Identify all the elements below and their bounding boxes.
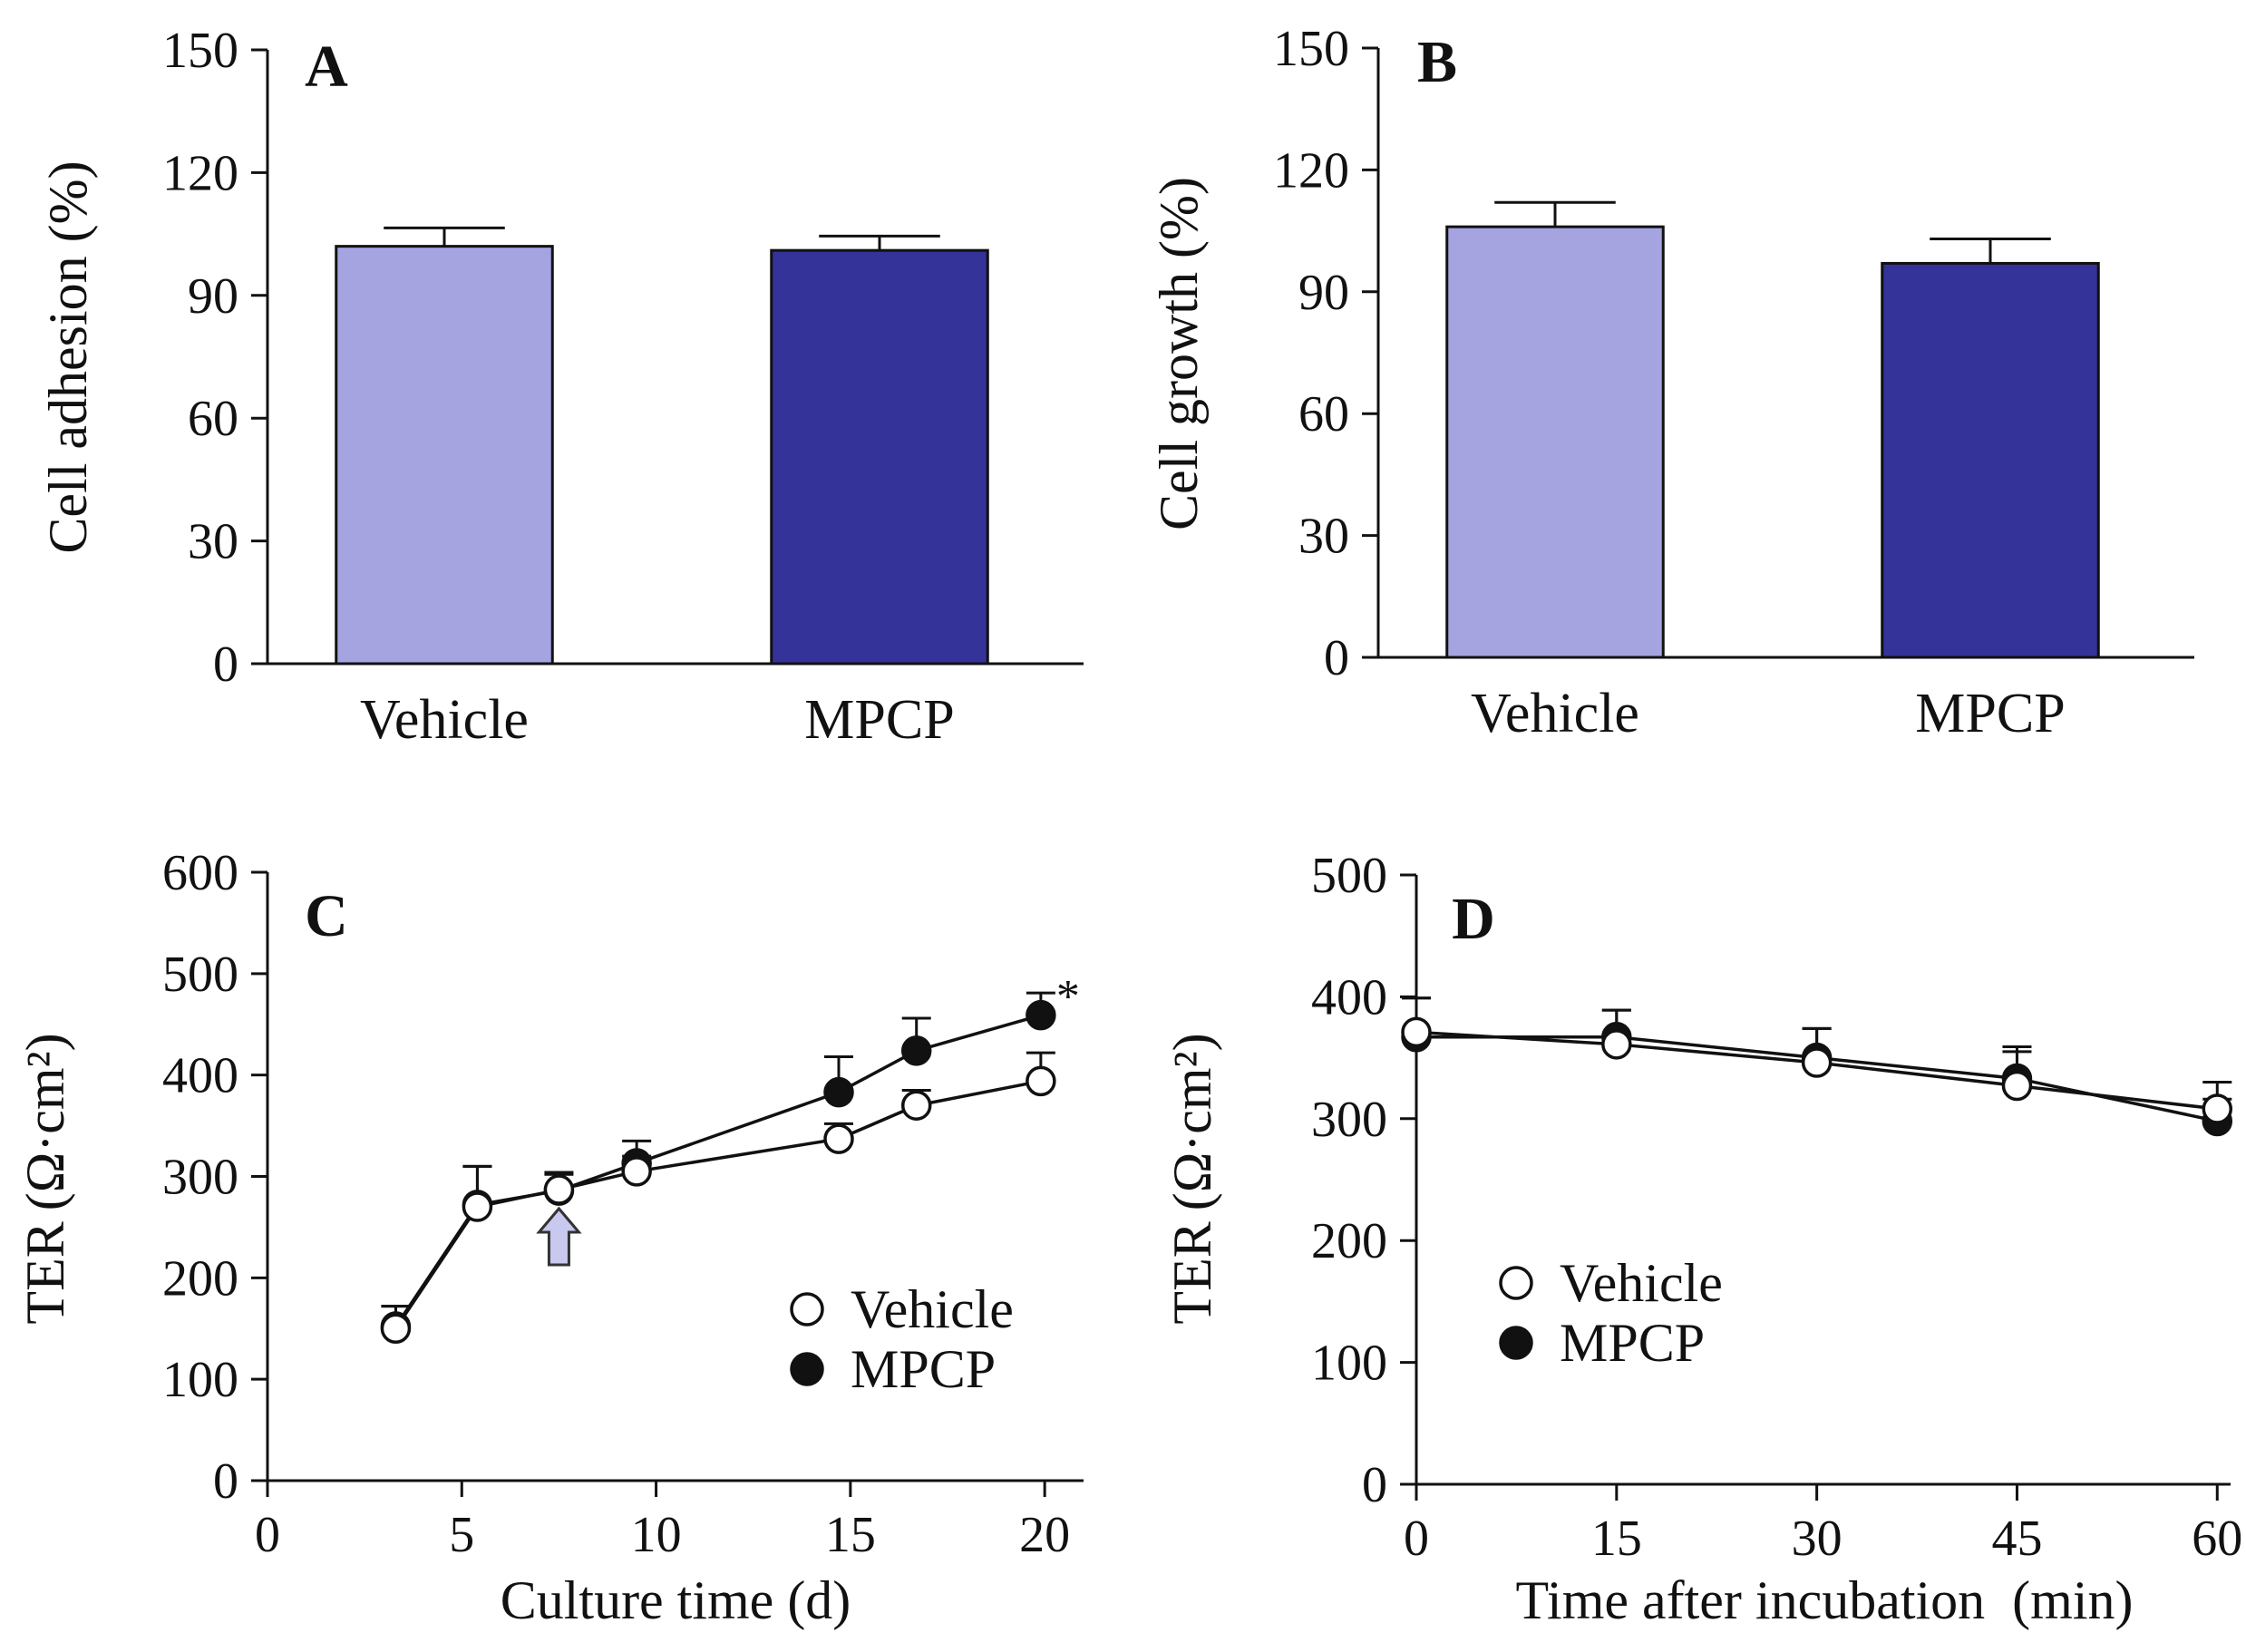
y-tick-label: 120 <box>1273 142 1349 199</box>
bar-vehicle <box>335 245 554 666</box>
y-tick-label: 500 <box>1311 848 1387 904</box>
y-tick-label: 0 <box>213 1453 238 1510</box>
data-point-vehicle <box>380 1313 412 1344</box>
panel-a: 0 30 60 90 120 150 A Cell adhesion (%) Vehicle MP… <box>38 23 1084 751</box>
y-tick-label: 200 <box>162 1250 238 1307</box>
y-tick-label: 150 <box>1273 21 1349 77</box>
legend-marker-vehicle <box>790 1292 824 1326</box>
x-axis-label: Culture time (d) <box>501 1570 851 1630</box>
x-tick-label: 5 <box>449 1507 474 1563</box>
y-tick-label: 400 <box>1311 969 1387 1025</box>
x-category-label: Vehicle <box>1471 683 1639 744</box>
data-point-vehicle <box>2001 1070 2033 1102</box>
panel-letter: B <box>1417 29 1457 95</box>
legend-marker-mpcp <box>790 1352 824 1386</box>
y-tick-label: 500 <box>162 947 238 1003</box>
panel-letter: A <box>305 34 348 100</box>
legend-label-mpcp: MPCP <box>1560 1313 1705 1373</box>
treatment-arrow-icon <box>536 1206 582 1267</box>
y-tick-label: 0 <box>1362 1457 1387 1513</box>
x-category-label: MPCP <box>804 689 954 751</box>
data-point-vehicle <box>621 1156 652 1187</box>
x-tick-label: 60 <box>2192 1511 2242 1567</box>
data-point-vehicle <box>823 1123 854 1154</box>
bar-mpcp <box>770 248 989 666</box>
bar-vehicle <box>1445 225 1665 659</box>
x-tick-label: 0 <box>255 1507 280 1563</box>
legend-label-vehicle: Vehicle <box>1560 1253 1723 1313</box>
x-tick-label: 30 <box>1792 1511 1842 1567</box>
panel-letter: D <box>1452 886 1495 952</box>
x-axis-label: Time after incubation (min) <box>1516 1570 2134 1630</box>
y-tick-label: 60 <box>188 391 238 447</box>
legend-marker-vehicle <box>1499 1266 1533 1300</box>
y-tick-label: 200 <box>1311 1213 1387 1269</box>
x-tick-label: 15 <box>1591 1511 1642 1567</box>
data-point-mpcp <box>823 1076 854 1108</box>
y-tick-label: 120 <box>162 145 238 201</box>
y-tick-label: 90 <box>188 268 238 325</box>
y-tick-label: 100 <box>162 1352 238 1408</box>
y-tick-label: 600 <box>162 845 238 901</box>
y-axis-label: TER (Ω·cm²) <box>1162 1033 1222 1324</box>
y-tick-label: 400 <box>162 1048 238 1104</box>
x-category-label: Vehicle <box>360 689 529 751</box>
data-point-vehicle <box>2202 1093 2233 1124</box>
y-axis-label: Cell growth (%) <box>1149 177 1209 530</box>
y-tick-label: 60 <box>1298 386 1349 442</box>
legend-label-vehicle: Vehicle <box>851 1279 1014 1339</box>
x-tick-label: 10 <box>631 1507 682 1563</box>
panel-b: 0 30 60 90 120 150 B Cell growth (%) Vehicle MPCP <box>1149 21 2194 744</box>
data-point-vehicle <box>900 1090 932 1121</box>
y-tick-label: 30 <box>1298 509 1349 565</box>
y-axis-label: TER (Ω·cm²) <box>15 1033 75 1324</box>
y-tick-label: 300 <box>1311 1092 1387 1148</box>
x-category-label: MPCP <box>1915 683 2065 744</box>
data-point-vehicle <box>462 1191 493 1222</box>
significance-star: * <box>1056 971 1080 1023</box>
y-tick-label: 0 <box>213 637 238 693</box>
x-tick-label: 15 <box>825 1507 876 1563</box>
y-tick-label: 0 <box>1324 630 1349 686</box>
data-point-vehicle <box>1801 1047 1833 1078</box>
legend-label-mpcp: MPCP <box>851 1339 996 1399</box>
x-tick-label: 0 <box>1404 1511 1429 1567</box>
data-point-mpcp <box>900 1035 932 1066</box>
legend-marker-mpcp <box>1499 1326 1533 1360</box>
panel-c: 0 100 200 300 400 500 600 C TER (Ω·cm²) 0 5 10 15 20 C… <box>15 845 1084 1630</box>
panel-d: 0 100 200 300 400 500 D TER (Ω·cm²) 0 15 30 45 60 Tim… <box>1162 848 2242 1630</box>
y-axis-label: Cell adhesion (%) <box>38 160 98 553</box>
y-tick-label: 150 <box>162 23 238 79</box>
data-point-vehicle <box>1601 1029 1632 1060</box>
data-point-mpcp <box>1026 999 1056 1031</box>
data-point-vehicle <box>1401 1016 1432 1048</box>
data-point-vehicle <box>1026 1065 1056 1097</box>
y-tick-label: 30 <box>188 514 238 570</box>
bar-mpcp <box>1881 261 2100 659</box>
y-tick-label: 100 <box>1311 1336 1387 1392</box>
y-tick-label: 300 <box>162 1150 238 1206</box>
panel-letter: C <box>305 883 348 949</box>
x-tick-label: 20 <box>1019 1507 1070 1563</box>
y-tick-label: 90 <box>1298 265 1349 321</box>
x-tick-label: 45 <box>1991 1511 2042 1567</box>
data-point-vehicle <box>543 1174 575 1205</box>
